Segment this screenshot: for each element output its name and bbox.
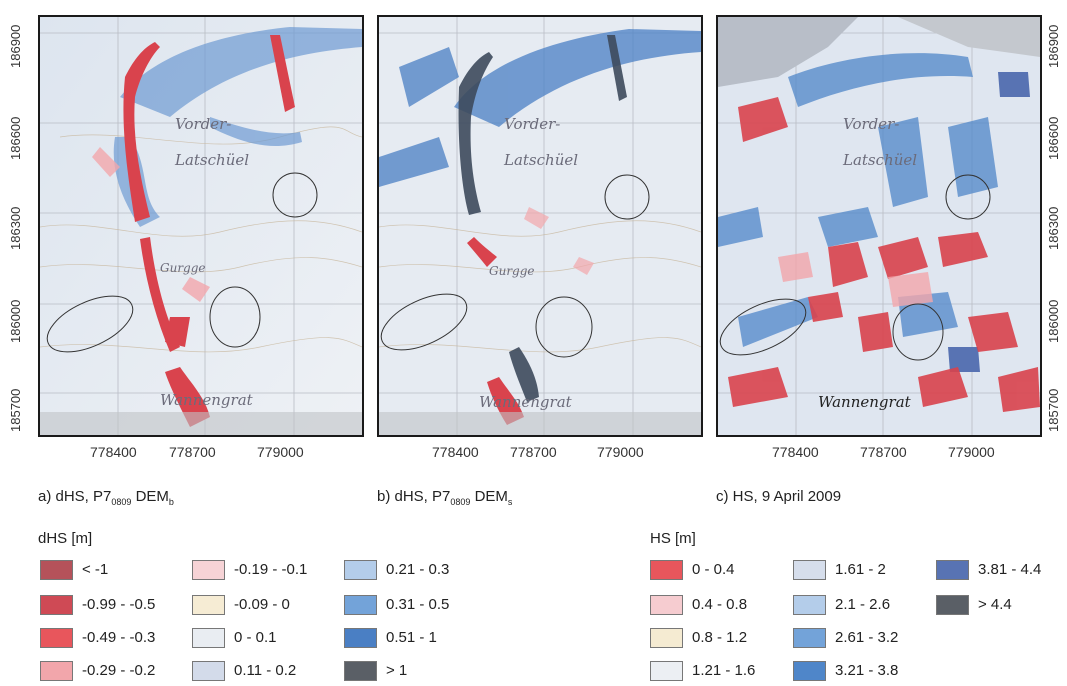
caption-b-dem: DEM — [470, 488, 508, 505]
x-tick-c-778400: 778400 — [772, 444, 819, 460]
caption-c: c) HS, 9 April 2009 — [716, 488, 841, 505]
x-tick-a-779000: 779000 — [257, 444, 304, 460]
legend-dhs-label: 0.31 - 0.5 — [386, 596, 450, 613]
legend-dhs-label: -0.29 - -0.2 — [82, 662, 156, 679]
legend-hs-swatch — [650, 560, 683, 580]
map-b-label-wannengrat: Wannengrat — [479, 393, 573, 411]
legend-hs-label: 2.1 - 2.6 — [835, 596, 891, 613]
y-tick-left-186900: 186900 — [8, 24, 23, 68]
x-tick-c-779000: 779000 — [948, 444, 995, 460]
legend-dhs-swatch — [40, 661, 73, 681]
y-tick-left-186300: 186300 — [8, 206, 23, 250]
map-c-label-latschuel: Latschüel — [842, 151, 917, 169]
caption-b-sub: 0809 — [450, 497, 471, 507]
legend-dhs-label: 0 - 0.1 — [234, 629, 277, 646]
legend-dhs-swatch — [344, 560, 377, 580]
caption-a-text: a) dHS, P7 — [38, 488, 112, 505]
y-tick-right-186000: 186000 — [1046, 299, 1061, 343]
caption-b: b) dHS, P70809 DEMs — [377, 488, 512, 507]
caption-b-sub2: s — [507, 497, 513, 507]
caption-a: a) dHS, P70809 DEMb — [38, 488, 174, 507]
map-c-label-wannengrat: Wannengrat — [818, 393, 912, 411]
legend-dhs-swatch — [192, 595, 225, 615]
legend-hs-title: HS [m] — [650, 530, 696, 547]
legend-dhs-title: dHS [m] — [38, 530, 93, 547]
legend-dhs-label: -0.09 - 0 — [234, 596, 290, 613]
legend-hs-label: 1.61 - 2 — [835, 561, 886, 578]
y-tick-right-186300: 186300 — [1046, 206, 1061, 250]
legend-hs-label: 3.81 - 4.4 — [978, 561, 1042, 578]
legend-dhs-swatch — [40, 628, 73, 648]
map-b-label-vorder: Vorder- — [504, 115, 560, 133]
legend-dhs-swatch — [192, 628, 225, 648]
legend-hs-swatch — [793, 628, 826, 648]
legend-hs-label: 3.21 - 3.8 — [835, 662, 899, 679]
map-a-label-vorder: Vorder- — [175, 115, 231, 133]
legend-dhs-label: 0.21 - 0.3 — [386, 561, 450, 578]
legend-dhs-swatch — [40, 560, 73, 580]
legend-dhs-swatch — [344, 595, 377, 615]
map-a-label-latschuel: Latschüel — [174, 151, 249, 169]
legend-hs-swatch — [650, 628, 683, 648]
legend-dhs-swatch — [344, 628, 377, 648]
x-tick-b-779000: 779000 — [597, 444, 644, 460]
map-c-raster: Vorder- Latschüel Wannengrat — [718, 17, 1040, 435]
map-c-label-vorder: Vorder- — [843, 115, 899, 133]
map-a-label-wannengrat: Wannengrat — [160, 391, 254, 409]
map-b-label-latschuel: Latschüel — [503, 151, 578, 169]
map-a-label-gurgge: Gurgge — [160, 261, 206, 275]
y-tick-left-185700: 185700 — [8, 388, 23, 432]
y-tick-right-186600: 186600 — [1046, 116, 1061, 160]
legend-dhs-label: > 1 — [386, 662, 408, 679]
legend-dhs-label: -0.99 - -0.5 — [82, 596, 156, 613]
legend-hs-label: 0.8 - 1.2 — [692, 629, 748, 646]
caption-c-text: c) HS, 9 April 2009 — [716, 488, 842, 505]
map-a-raster: Vorder- Latschüel Wannengrat Gurgge — [40, 17, 362, 435]
map-b-label-gurgge: Gurgge — [489, 264, 535, 278]
legend-hs-label: 1.21 - 1.6 — [692, 662, 756, 679]
legend-dhs-label: 0.51 - 1 — [386, 629, 437, 646]
legend-dhs-swatch — [40, 595, 73, 615]
legend-dhs-label: -0.49 - -0.3 — [82, 629, 156, 646]
legend-hs-swatch — [650, 595, 683, 615]
legend-dhs-label: 0.11 - 0.2 — [234, 662, 297, 679]
map-panel-c: Vorder- Latschüel Wannengrat — [716, 15, 1042, 437]
legend-dhs-swatch — [192, 560, 225, 580]
x-tick-a-778400: 778400 — [90, 444, 137, 460]
caption-b-text: b) dHS, P7 — [377, 488, 451, 505]
legend-hs-swatch — [793, 661, 826, 681]
legend-hs-swatch — [793, 560, 826, 580]
legend-hs-label: > 4.4 — [978, 596, 1012, 613]
caption-a-sub: 0809 — [111, 497, 132, 507]
caption-a-dem: DEM — [131, 488, 169, 505]
map-panel-a: Vorder- Latschüel Wannengrat Gurgge — [38, 15, 364, 437]
legend-hs-label: 0.4 - 0.8 — [692, 596, 748, 613]
legend-hs-swatch — [650, 661, 683, 681]
map-b-raster: Vorder- Latschüel Wannengrat Gurgge — [379, 17, 701, 435]
legend-dhs-swatch — [344, 661, 377, 681]
legend-dhs-swatch — [192, 661, 225, 681]
y-tick-right-186900: 186900 — [1046, 24, 1061, 68]
y-tick-right-185700: 185700 — [1046, 388, 1061, 432]
caption-a-sub2: b — [168, 497, 174, 507]
legend-dhs-label: < -1 — [82, 561, 109, 578]
legend-hs-swatch — [936, 595, 969, 615]
y-tick-left-186600: 186600 — [8, 116, 23, 160]
map-panel-b: Vorder- Latschüel Wannengrat Gurgge — [377, 15, 703, 437]
x-tick-c-778700: 778700 — [860, 444, 907, 460]
legend-hs-swatch — [936, 560, 969, 580]
y-tick-left-186000: 186000 — [8, 299, 23, 343]
x-tick-b-778700: 778700 — [510, 444, 557, 460]
legend-hs-swatch — [793, 595, 826, 615]
legend-hs-label: 2.61 - 3.2 — [835, 629, 899, 646]
legend-dhs-label: -0.19 - -0.1 — [234, 561, 308, 578]
legend-hs-label: 0 - 0.4 — [692, 561, 735, 578]
x-tick-a-778700: 778700 — [169, 444, 216, 460]
x-tick-b-778400: 778400 — [432, 444, 479, 460]
